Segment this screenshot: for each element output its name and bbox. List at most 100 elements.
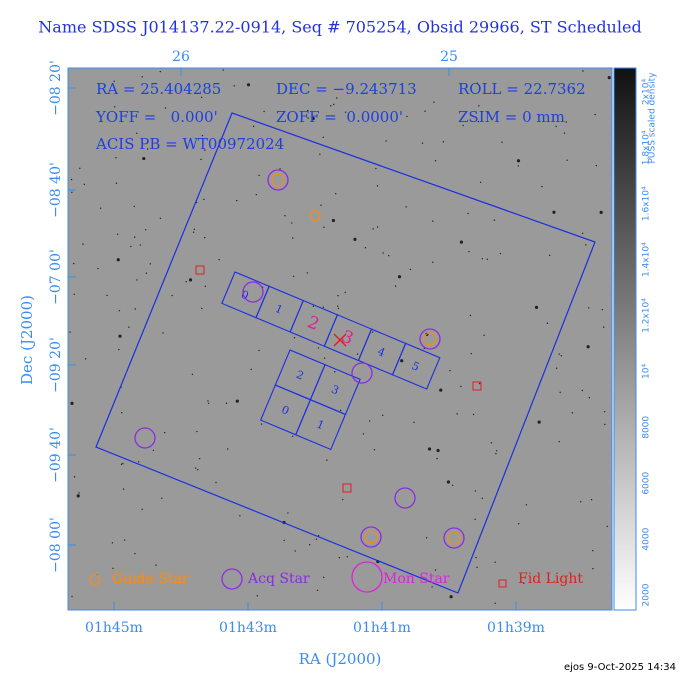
star-dot [146, 148, 149, 150]
colorbar-label: 1.6x10⁴ [642, 186, 652, 221]
star-dot [246, 83, 251, 87]
star-dot [364, 247, 367, 249]
chip-label: 5 [410, 359, 421, 374]
star-dot [120, 463, 123, 465]
top-tick-label: 26 [172, 49, 190, 65]
star-dot [258, 174, 260, 177]
star-dot [607, 76, 611, 80]
star-dot [563, 132, 566, 134]
star-dot [474, 518, 476, 521]
background-stars [69, 69, 611, 605]
star-dot [164, 431, 166, 434]
colorbar-label: 1.2x10⁴ [642, 298, 652, 333]
star-dot [291, 222, 293, 224]
star-dot [215, 481, 217, 484]
colorbar-label: 4000 [642, 527, 652, 550]
star-dot [581, 389, 584, 392]
star-dot [449, 369, 451, 372]
top-tick-label: 25 [440, 49, 458, 65]
info-zoff: ZOFF = 0.0000' [276, 108, 403, 126]
star-dot [145, 272, 148, 274]
star-dot [548, 579, 550, 581]
star-dot [164, 107, 167, 109]
star-dot [344, 291, 347, 294]
star-dot [118, 334, 122, 338]
star-dot [284, 215, 286, 217]
field-outline [95, 112, 596, 594]
star-dot [84, 358, 87, 360]
chip-label: 3 [329, 383, 340, 398]
star-dot [499, 252, 502, 255]
star-dot [116, 233, 119, 235]
chip-label: 0 [239, 288, 250, 303]
star-dot [586, 345, 590, 349]
star-dot [442, 141, 445, 143]
star-dot [552, 210, 556, 214]
star-dot [431, 586, 433, 588]
star-dot [592, 549, 594, 552]
star-dot [385, 140, 387, 142]
left-tick-label: −08 00' [48, 517, 64, 573]
chip-label: 2 [294, 368, 305, 383]
star-dot [203, 198, 205, 201]
star-dot [338, 556, 341, 559]
colorbar-label: 1.4x10⁴ [642, 242, 652, 277]
star-dot [118, 348, 120, 351]
star-dot [558, 440, 560, 443]
star-dot [337, 307, 340, 310]
star-dot [82, 243, 84, 245]
colorbar-label: 8000 [642, 416, 652, 439]
star-dot [409, 268, 412, 271]
info-roll: ROLL = 22.7362 [458, 80, 586, 98]
colorbar [613, 67, 637, 611]
x-axis-title: RA (J2000) [299, 650, 382, 668]
star-dot [541, 185, 543, 188]
star-dot [388, 254, 390, 257]
star-dot [225, 402, 228, 404]
star-dot [233, 85, 235, 87]
star-dot [405, 206, 407, 208]
bottom-tick-label: 01h41m [353, 620, 411, 636]
star-dot [201, 134, 204, 137]
star-dot [200, 96, 203, 99]
star-dot [309, 544, 311, 546]
acis-i-array: 2 3 0 1 [259, 349, 361, 451]
star-dot [123, 539, 126, 541]
star-dot [376, 226, 379, 228]
star-dot [592, 567, 594, 570]
colorbar-label: 1.8x10⁴ [642, 130, 652, 165]
star-dot [565, 121, 567, 123]
star-dot [336, 97, 338, 99]
star-dot [122, 462, 124, 465]
star-dot [337, 305, 339, 307]
bottom-tick-label: 01h43m [219, 620, 277, 636]
star-dot [279, 168, 281, 170]
star-dot [433, 101, 435, 103]
star-dot [603, 411, 606, 413]
star-dot [421, 142, 424, 144]
star-dot [316, 589, 319, 591]
star-dot [534, 305, 539, 309]
star-dot [142, 156, 146, 161]
star-dot [490, 442, 492, 444]
star-dot [362, 433, 365, 435]
left-tick-label: −09 20' [48, 337, 64, 393]
star-dot [478, 105, 480, 107]
star-dot [145, 229, 147, 231]
star-dot [134, 308, 136, 310]
star-dot [162, 332, 164, 334]
title: Name SDSS J014137.22-0914, Seq # 705254,… [38, 18, 641, 37]
star-dot [537, 420, 541, 424]
catalog-stars [134, 169, 482, 549]
star-dot [469, 314, 472, 317]
star-dot [356, 353, 359, 355]
star-dot [376, 185, 379, 187]
star-dot [235, 399, 239, 403]
star-dot [603, 326, 605, 328]
star-dot [566, 159, 568, 161]
star-dot [595, 164, 597, 167]
info-dec: DEC = −9.243713 [276, 80, 417, 98]
star-dot [582, 70, 584, 72]
colorbar-label: 2x10⁴ [642, 79, 652, 106]
star-dot [436, 457, 438, 460]
